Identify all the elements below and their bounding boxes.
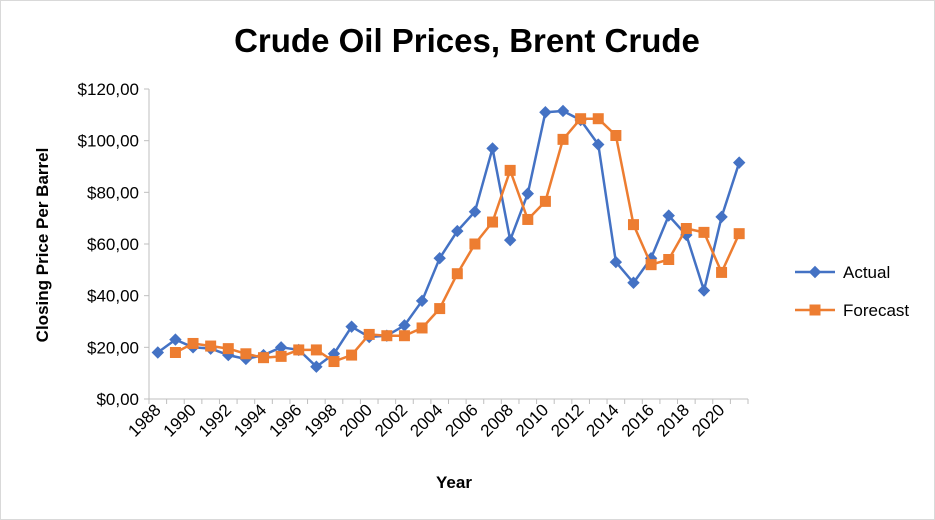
x-tick-label: 2012 bbox=[547, 400, 587, 440]
x-tick-label: 2002 bbox=[371, 400, 411, 440]
y-tick-label: $100,00 bbox=[78, 132, 139, 151]
y-tick-label: $120,00 bbox=[78, 80, 139, 99]
x-axis-title: Year bbox=[436, 473, 472, 492]
data-point-forecast bbox=[275, 350, 287, 362]
legend-marker-forecast bbox=[809, 304, 821, 316]
y-axis-title: Closing Price Per Barrel bbox=[33, 148, 52, 343]
data-point-forecast bbox=[187, 337, 199, 349]
x-tick-label: 2016 bbox=[618, 400, 658, 440]
data-point-forecast bbox=[310, 344, 322, 356]
plot-area: $0,00 $20,00 $40,00 $60,00 $80,00 $100,00 $120… bbox=[78, 80, 749, 441]
data-point-forecast bbox=[504, 164, 516, 176]
data-point-actual bbox=[151, 346, 165, 359]
data-point-actual bbox=[609, 255, 623, 269]
data-point-actual bbox=[169, 333, 182, 346]
chart-title: Crude Oil Prices, Brent Crude bbox=[234, 22, 700, 59]
data-point-actual bbox=[468, 205, 482, 218]
data-point-forecast bbox=[240, 348, 252, 360]
y-tick-label: $80,00 bbox=[87, 183, 139, 202]
data-point-forecast bbox=[293, 344, 305, 356]
data-point-forecast bbox=[222, 343, 234, 355]
data-point-forecast bbox=[451, 268, 463, 280]
data-point-actual bbox=[556, 104, 570, 118]
x-tick-label: 1998 bbox=[301, 400, 341, 440]
y-tick-label: $0,00 bbox=[96, 390, 139, 409]
data-point-forecast bbox=[205, 340, 217, 352]
data-point-actual bbox=[697, 284, 711, 297]
data-point-actual bbox=[345, 320, 358, 333]
data-point-forecast bbox=[575, 113, 587, 125]
x-tick-label: 2000 bbox=[336, 400, 376, 440]
data-point-forecast bbox=[539, 195, 551, 207]
data-point-forecast bbox=[328, 356, 340, 368]
data-point-actual bbox=[503, 233, 517, 247]
x-tick-label: 2018 bbox=[653, 400, 693, 440]
data-point-forecast bbox=[698, 226, 710, 238]
data-point-forecast bbox=[610, 130, 622, 141]
data-point-forecast bbox=[416, 322, 428, 334]
data-point-forecast bbox=[663, 254, 675, 265]
data-point-actual bbox=[715, 210, 728, 224]
data-point-actual bbox=[732, 156, 746, 169]
legend-label-forecast: Forecast bbox=[843, 301, 909, 320]
data-point-forecast bbox=[557, 133, 569, 145]
data-point-forecast bbox=[592, 113, 604, 125]
x-tick-label: 1996 bbox=[265, 400, 305, 440]
series-line-actual bbox=[157, 109, 741, 368]
legend-label-actual: Actual bbox=[843, 263, 890, 282]
data-point-actual bbox=[486, 142, 499, 155]
data-point-actual bbox=[539, 106, 552, 119]
y-tick-label: $60,00 bbox=[87, 235, 139, 254]
data-point-forecast bbox=[645, 259, 657, 271]
data-point-forecast bbox=[487, 216, 499, 228]
data-point-forecast bbox=[733, 228, 745, 240]
data-point-forecast bbox=[680, 223, 692, 234]
x-tick-label: 1990 bbox=[160, 400, 200, 440]
data-point-actual bbox=[310, 360, 323, 373]
data-point-actual bbox=[592, 138, 605, 151]
data-point-forecast bbox=[716, 266, 728, 278]
data-point-forecast bbox=[258, 352, 270, 364]
data-point-actual bbox=[433, 252, 446, 265]
data-point-actual bbox=[415, 294, 429, 308]
x-tick-label: 2020 bbox=[688, 400, 728, 440]
y-tick-label: $20,00 bbox=[87, 338, 139, 357]
x-tick-label: 1994 bbox=[230, 400, 270, 440]
x-tick-label: 1992 bbox=[195, 400, 235, 440]
data-point-forecast bbox=[169, 347, 181, 358]
data-point-actual bbox=[627, 276, 640, 289]
data-point-forecast bbox=[346, 349, 358, 361]
x-tick-label: 2004 bbox=[406, 400, 446, 440]
x-tick-label: 2010 bbox=[512, 400, 552, 440]
data-point-actual bbox=[662, 209, 675, 222]
data-point-forecast bbox=[434, 303, 446, 315]
x-tick-label: 2014 bbox=[583, 400, 623, 440]
data-point-actual bbox=[451, 224, 464, 238]
data-point-forecast bbox=[627, 219, 639, 231]
data-point-forecast bbox=[398, 330, 410, 342]
x-tick-label: 2008 bbox=[477, 400, 517, 440]
x-tick-label: 2006 bbox=[442, 400, 482, 440]
legend: Actual Forecast bbox=[795, 263, 909, 320]
series-line-forecast bbox=[174, 117, 741, 363]
legend-marker-actual bbox=[808, 265, 822, 279]
data-point-forecast bbox=[469, 238, 481, 250]
data-point-forecast bbox=[363, 328, 375, 340]
data-point-actual bbox=[521, 187, 534, 200]
data-point-forecast bbox=[381, 330, 393, 342]
data-point-forecast bbox=[522, 213, 534, 225]
y-tick-label: $40,00 bbox=[87, 287, 139, 306]
